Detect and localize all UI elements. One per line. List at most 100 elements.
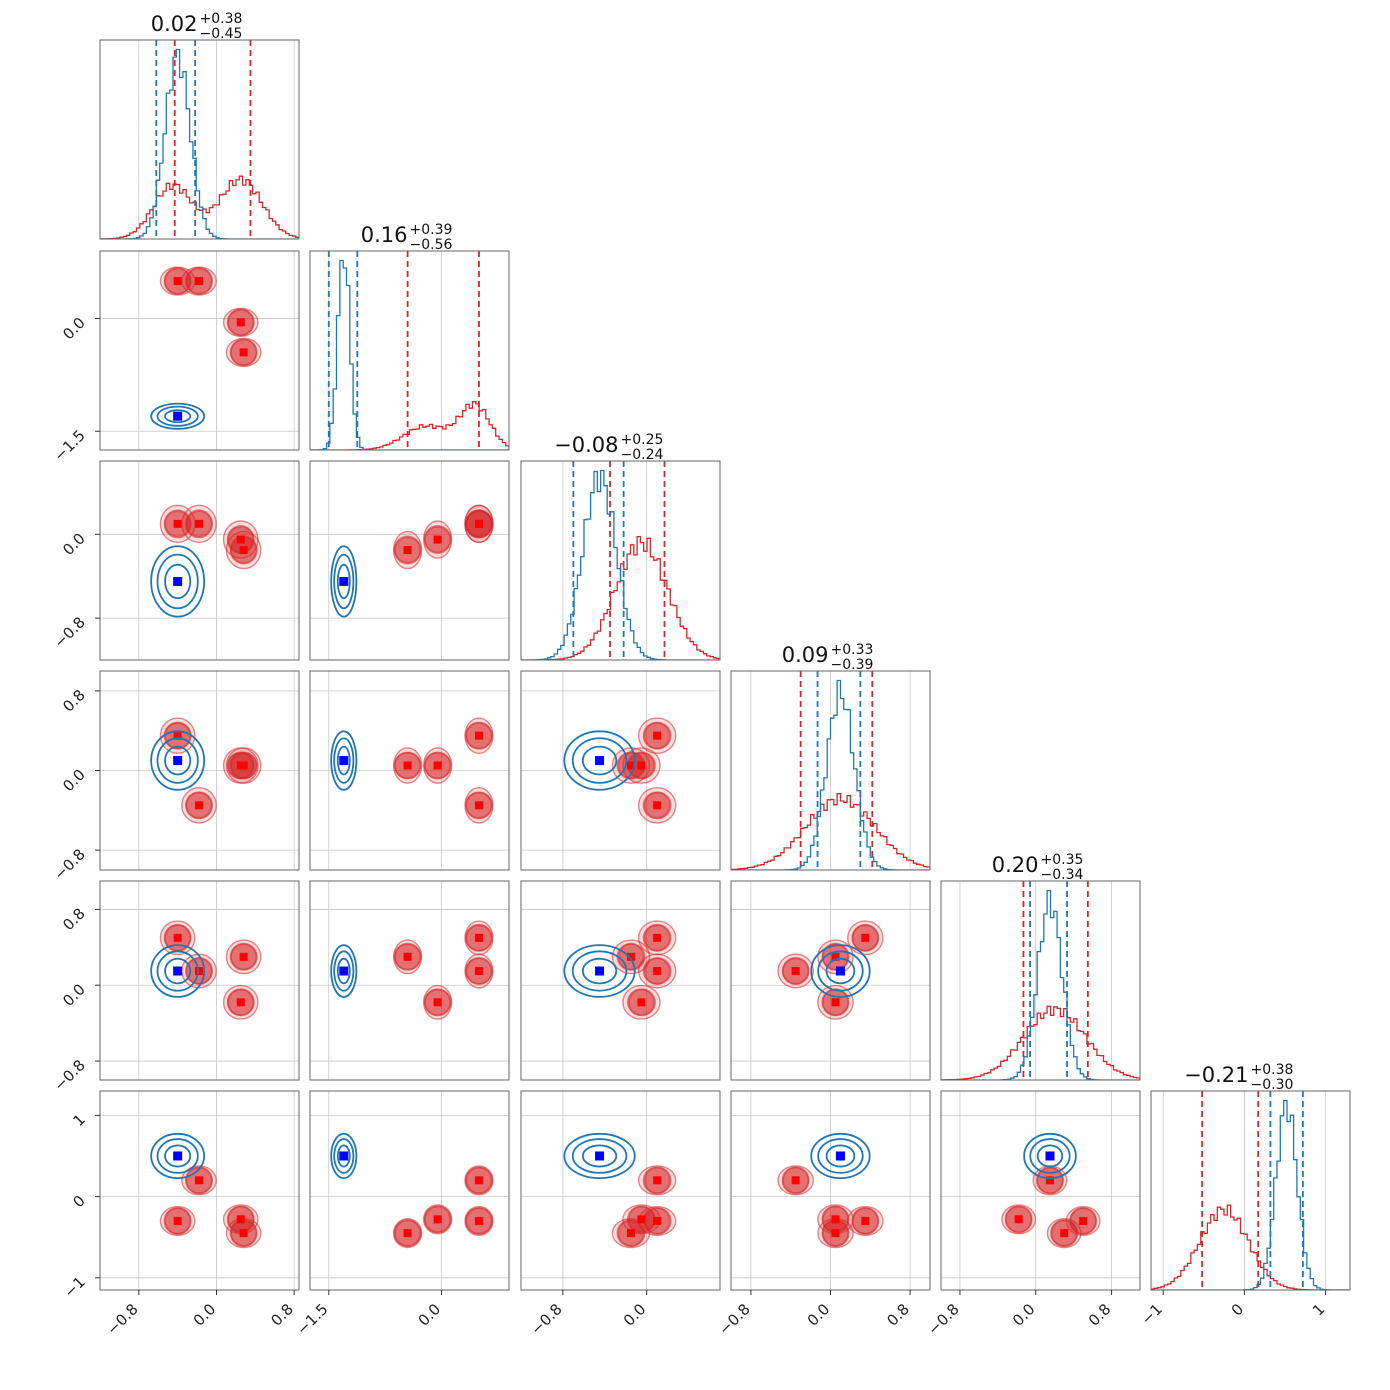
blue-mode-marker bbox=[339, 576, 349, 586]
x-tick-label: −1 bbox=[1138, 1300, 1166, 1328]
x-tick-label: −0.8 bbox=[527, 1300, 565, 1338]
blue-contour-level-3 bbox=[150, 402, 206, 430]
panel-content bbox=[100, 1091, 299, 1290]
red-mode-marker bbox=[239, 546, 248, 555]
panel-content bbox=[731, 881, 930, 1080]
red-mode-marker bbox=[791, 967, 800, 976]
blue-contour-level-1 bbox=[581, 957, 618, 985]
panel-5-4 bbox=[940, 1090, 1141, 1291]
red-mode-marker bbox=[474, 933, 483, 942]
red-mode-marker bbox=[236, 535, 245, 544]
red-mode-marker bbox=[831, 998, 840, 1007]
red-mode-marker bbox=[1045, 1176, 1054, 1185]
title-lower-error: −0.34 bbox=[1041, 867, 1084, 883]
red-mode-marker bbox=[474, 1176, 483, 1185]
title-6: −0.21 +0.38−0.30 bbox=[1184, 1062, 1293, 1093]
panel-content bbox=[941, 1091, 1140, 1290]
panel-content bbox=[731, 1091, 930, 1290]
title-upper-error: +0.38 bbox=[200, 11, 243, 27]
panel-2-1 bbox=[309, 460, 510, 661]
blue-contour-level-2 bbox=[156, 405, 199, 427]
blue-contour-level-2 bbox=[156, 737, 199, 784]
blue-mode-marker bbox=[339, 966, 349, 976]
title-5: 0.20 +0.35−0.34 bbox=[992, 852, 1084, 883]
panel-4-2 bbox=[520, 880, 721, 1081]
panel-3-2 bbox=[520, 670, 721, 871]
panel-frame bbox=[99, 460, 300, 661]
panel-content bbox=[310, 1091, 509, 1290]
panel-1-0 bbox=[99, 250, 300, 451]
panel-content bbox=[941, 881, 1140, 1080]
panel-5-3 bbox=[730, 1090, 931, 1291]
red-mode-marker bbox=[239, 1229, 248, 1238]
panel-content bbox=[310, 461, 509, 660]
panel-frame bbox=[99, 250, 300, 451]
blue-contour-level-1 bbox=[825, 1144, 856, 1168]
red-mode-marker bbox=[637, 761, 646, 770]
blue-contour-level-3 bbox=[810, 1132, 871, 1180]
panel-content bbox=[521, 1091, 720, 1290]
blue-mode-marker bbox=[595, 966, 605, 976]
blue-contour-level-3 bbox=[150, 944, 206, 998]
red-mode-marker bbox=[403, 1229, 412, 1238]
panel-5-0 bbox=[99, 1090, 300, 1291]
red-mode-marker bbox=[195, 277, 204, 286]
blue-contour-level-3 bbox=[563, 1132, 636, 1180]
red-mode-marker bbox=[831, 1215, 840, 1224]
red-mode-marker bbox=[861, 1216, 870, 1225]
panel-frame bbox=[99, 39, 300, 240]
title-upper-error: +0.35 bbox=[1041, 852, 1084, 868]
y-tick-label: 0.0 bbox=[59, 980, 89, 1010]
blue-histogram bbox=[100, 48, 299, 239]
blue-contour-level-3 bbox=[810, 944, 871, 998]
blue-mode-marker bbox=[835, 1151, 845, 1161]
red-mode-marker bbox=[474, 731, 483, 740]
title-3: −0.08 +0.25−0.24 bbox=[554, 432, 663, 463]
y-tick-label: 0 bbox=[69, 1192, 88, 1211]
red-mode-marker bbox=[239, 952, 248, 961]
red-contour-level-3 bbox=[394, 510, 493, 564]
panel-4-4 bbox=[940, 880, 1141, 1081]
red-mode-marker bbox=[239, 761, 248, 770]
blue-contour-level-2 bbox=[156, 1138, 199, 1174]
blue-contour-level-1 bbox=[1036, 1144, 1064, 1168]
x-tick-label: −1.5 bbox=[293, 1300, 331, 1338]
panel-content bbox=[1151, 1091, 1350, 1290]
red-mode-marker bbox=[173, 1216, 182, 1225]
panel-1-1 bbox=[309, 250, 510, 451]
title-4: 0.09 +0.33−0.39 bbox=[782, 642, 874, 673]
title-1: 0.02 +0.38−0.45 bbox=[151, 11, 243, 42]
blue-mode-marker bbox=[595, 1151, 605, 1161]
red-contour-level-3 bbox=[617, 1167, 671, 1247]
red-mode-marker bbox=[626, 761, 635, 770]
panel-content bbox=[310, 251, 509, 450]
blue-contour-level-3 bbox=[330, 545, 358, 618]
red-mode-marker bbox=[831, 952, 840, 961]
y-tick-label: 0.0 bbox=[59, 529, 89, 559]
red-histogram bbox=[521, 535, 720, 660]
x-tick-label: −0.8 bbox=[103, 1300, 141, 1338]
x-tick-label: −0.8 bbox=[715, 1300, 753, 1338]
blue-contour-level-1 bbox=[164, 563, 192, 600]
x-tick-label: −0.8 bbox=[924, 1300, 962, 1338]
red-mode-marker bbox=[239, 348, 248, 357]
red-mode-marker bbox=[433, 535, 442, 544]
title-value: 0.09 bbox=[782, 643, 829, 667]
blue-mode-marker bbox=[835, 966, 845, 976]
panel-frame bbox=[309, 670, 510, 871]
panel-frame bbox=[309, 880, 510, 1081]
red-mode-marker bbox=[433, 998, 442, 1007]
blue-histogram bbox=[941, 889, 1140, 1080]
title-value: 0.16 bbox=[361, 223, 408, 247]
y-tick-label: 1 bbox=[69, 1110, 88, 1129]
red-mode-marker bbox=[433, 1215, 442, 1224]
red-mode-marker bbox=[403, 952, 412, 961]
panel-0-0 bbox=[99, 39, 300, 240]
panel-frame bbox=[99, 1090, 300, 1291]
blue-mode-marker bbox=[339, 1151, 349, 1161]
panel-content bbox=[310, 881, 509, 1080]
panel-3-0 bbox=[99, 670, 300, 871]
red-mode-marker bbox=[403, 761, 412, 770]
x-tick-label: 0.0 bbox=[190, 1300, 220, 1330]
